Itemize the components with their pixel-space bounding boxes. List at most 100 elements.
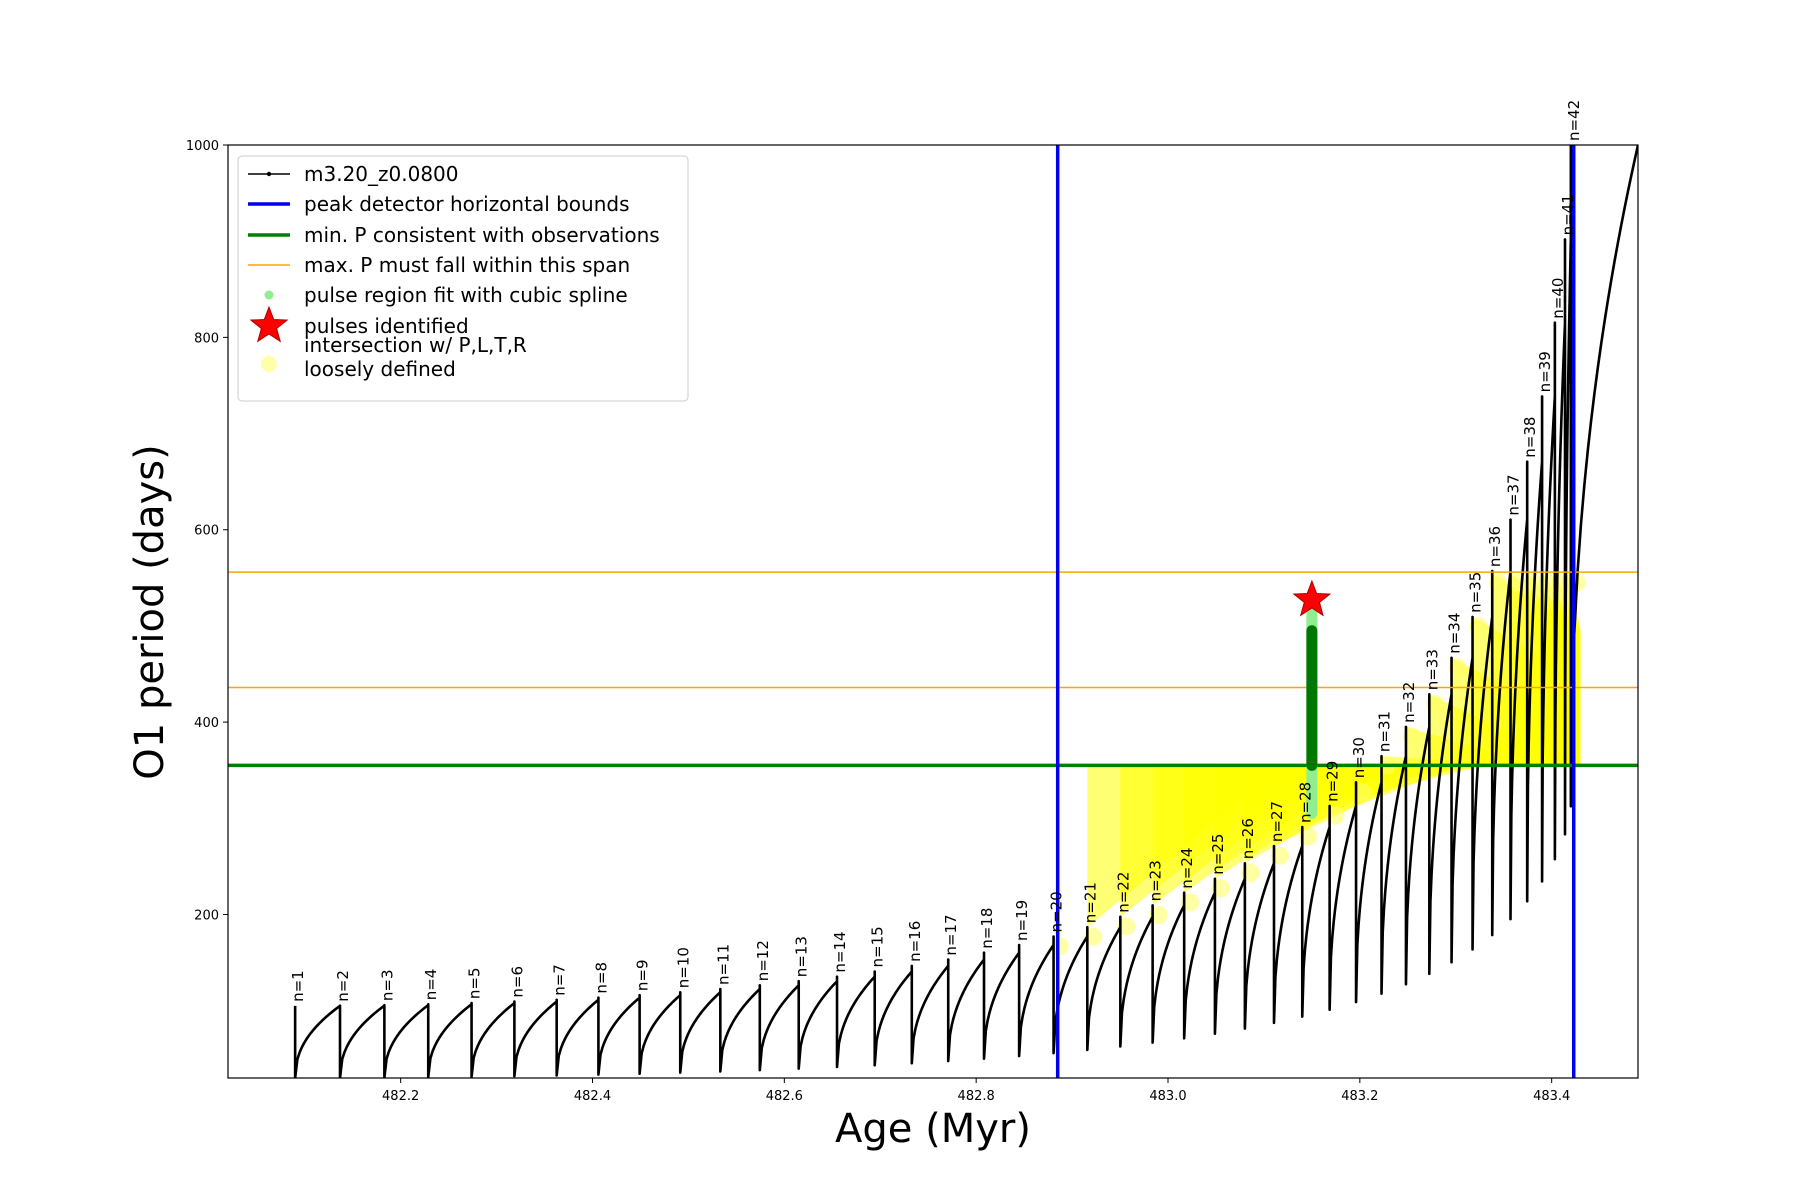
pulse-label-n22: n=22 [1114,872,1132,913]
y-tick-label: 1000 [186,139,219,154]
yellow-intersection-marker [1117,917,1136,936]
pulse-label-n41: n=41 [1559,194,1577,235]
legend-frame [237,155,689,402]
legend-label-line: pulses identified [304,314,469,338]
legend-swatch-big-dot [261,356,277,372]
legend-label: min. P consistent with observations [304,223,660,247]
pulse-label-n33: n=33 [1423,649,1441,690]
x-tick-label: 482.2 [382,1089,419,1104]
identified-pulse-star [1292,579,1332,617]
pulse-label-n29: n=29 [1324,761,1342,802]
yellow-intersection-marker [1489,573,1508,592]
pulse-label-n40: n=40 [1549,278,1567,319]
pulse-label-n11: n=11 [714,944,732,985]
yellow-intersection-marker [1448,658,1467,677]
yellow-intersection-marker [1149,905,1168,924]
plot-area: n=1 n=2 n=3 n=4 n=5 n=6 n=7 n=8 n=9 n=10 n=11 n=12 n… [228,100,1638,1078]
pulse-label-n7: n=7 [551,964,569,996]
yellow-intersection-marker [1050,937,1069,956]
legend-label: pulses identified [304,314,469,338]
pulse-label-n1: n=1 [289,970,307,1002]
yellow-intersection-marker [1426,694,1445,713]
x-tick-label: 483.4 [1533,1089,1570,1104]
pulse-label-n3: n=3 [378,969,396,1001]
pulse-label-n17: n=17 [942,914,960,955]
pulse-label-n42: n=42 [1565,100,1583,141]
pulse-label-n36: n=36 [1486,526,1504,567]
pulse-label-n15: n=15 [869,926,887,967]
pulse-label-n23: n=23 [1147,860,1165,901]
yellow-intersection-marker [1270,846,1289,865]
legend-label-line: pulse region fit with cubic spline [304,283,628,307]
yellow-intersection-marker [1469,617,1488,636]
pulse-label-n25: n=25 [1209,834,1227,875]
y-tick-label: 800 [194,331,219,346]
pulse-label-n28: n=28 [1296,782,1314,823]
legend-label: max. P must fall within this span [304,253,630,277]
y-tick-label: 200 [194,908,219,923]
legend-swatch-marker [266,171,272,177]
pulse-label-n12: n=12 [754,940,772,981]
yellow-intersection-marker [1211,879,1230,898]
pulse-label-n10: n=10 [674,947,692,988]
pulse-label-n34: n=34 [1446,613,1464,654]
yellow-intersection-marker [1326,806,1345,825]
pulse-label-n30: n=30 [1350,737,1368,778]
pulse-label-n16: n=16 [906,921,924,962]
series-line-m3.20_z0.0800 [293,145,1638,1078]
pulse-label-n6: n=6 [508,966,526,998]
pulse-label-n21: n=21 [1081,882,1099,923]
y-tick-label: 600 [194,524,219,539]
legend-label-line: max. P must fall within this span [304,253,630,277]
pulse-label-n13: n=13 [793,936,811,977]
pulse-label-n9: n=9 [634,959,652,991]
plot-clipped-group [228,145,1638,1078]
axis-ticks: 482.2 482.4 482.6 482.8 483.0 483.2 483.4 200 40… [186,139,1570,1104]
x-tick-label: 483.2 [1341,1089,1378,1104]
legend-label-line: loosely defined [304,357,456,381]
pulse-label-n26: n=26 [1239,818,1257,859]
yellow-intersection-marker [1299,827,1318,846]
legend-label: intersection w/ P,L,T,R loosely defined [304,333,527,381]
x-axis-title: Age (Myr) [835,1106,1031,1152]
pulse-label-n37: n=37 [1505,474,1523,515]
legend-label-line: intersection w/ P,L,T,R [304,333,527,357]
y-axis-title: O1 period (days) [127,444,173,779]
yellow-intersection-marker [1181,893,1200,912]
x-tick-label: 482.6 [766,1089,803,1104]
legend-swatch-dot [264,290,274,300]
pulse-label-n32: n=32 [1400,682,1418,723]
legend-label: pulse region fit with cubic spline [304,283,628,307]
pulse-label-n2: n=2 [334,970,352,1002]
legend-label: m3.20_z0.0800 [304,162,459,186]
x-tick-label: 482.4 [574,1089,611,1104]
y-tick-label: 400 [194,716,219,731]
legend-label-line: min. P consistent with observations [304,223,660,247]
pulse-label-n8: n=8 [592,962,610,994]
legend-swatch-star [249,305,289,343]
yellow-intersection-marker [1539,573,1558,592]
legend-label: peak detector horizontal bounds [304,192,630,216]
x-tick-label: 482.8 [958,1089,995,1104]
pulse-label-n14: n=14 [831,931,849,972]
pulse-label-n35: n=35 [1467,572,1485,613]
legend-label-line: peak detector horizontal bounds [304,192,630,216]
axes-frame [227,144,1639,1079]
pulse-label-n20: n=20 [1048,891,1066,932]
pulse-label-n4: n=4 [422,969,440,1001]
x-tick-label: 483.0 [1149,1089,1186,1104]
pulse-label-n5: n=5 [466,967,484,999]
pulse-label-n31: n=31 [1376,711,1394,752]
yellow-intersection-marker [1402,727,1421,746]
pulse-label-n38: n=38 [1521,417,1539,458]
yellow-intersection-marker [1353,782,1372,801]
pulse-label-n18: n=18 [978,908,996,949]
pulse-label-n19: n=19 [1013,900,1031,941]
pulse-label-n27: n=27 [1268,801,1286,842]
pulse-label-n39: n=39 [1536,351,1554,392]
legend-label-line: m3.20_z0.0800 [304,162,459,186]
yellow-intersection-marker [1084,927,1103,946]
pulse-label-n24: n=24 [1178,848,1196,889]
